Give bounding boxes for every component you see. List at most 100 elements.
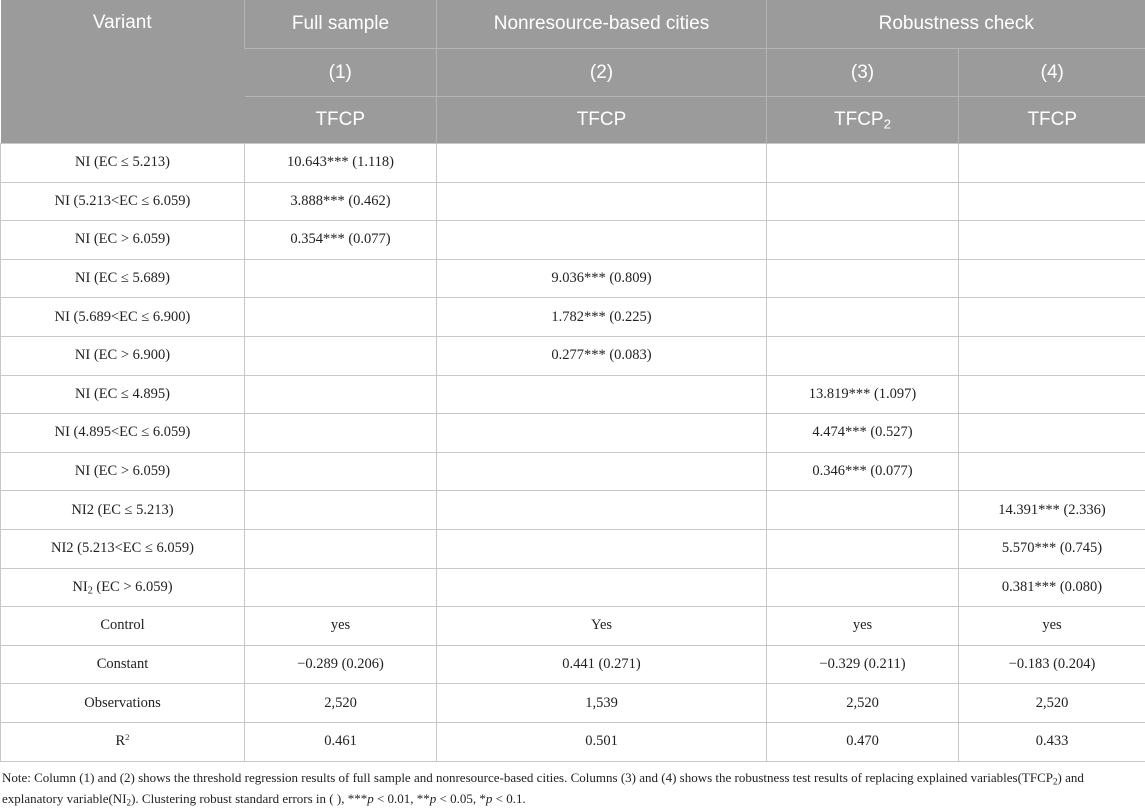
cell: −0.289 (0.206) (245, 645, 437, 684)
cell: 0.277*** (0.083) (437, 336, 767, 375)
table-row: NI2 (EC ≤ 5.213) 14.391*** (2.336) (1, 491, 1145, 530)
cell: 0.381*** (0.080) (959, 568, 1145, 607)
row-label: Observations (1, 684, 245, 723)
table-row: NI (EC > 6.059) 0.346*** (0.077) (1, 452, 1145, 491)
cell: 13.819*** (1.097) (767, 375, 959, 414)
cell (245, 568, 437, 607)
cell: 0.441 (0.271) (437, 645, 767, 684)
cell (959, 375, 1145, 414)
cell (767, 529, 959, 568)
row-label: NI (EC ≤ 5.689) (1, 259, 245, 298)
cell (767, 491, 959, 530)
cell (437, 491, 767, 530)
cell (767, 259, 959, 298)
cell (959, 182, 1145, 221)
cell (437, 144, 767, 183)
dep-var-base: TFCP (834, 109, 884, 130)
row-label: Constant (1, 645, 245, 684)
note-text: < 0.05, * (436, 791, 486, 806)
table-row: Constant −0.289 (0.206) 0.441 (0.271) −0… (1, 645, 1145, 684)
cell: −0.329 (0.211) (767, 645, 959, 684)
header-col-number: (2) (437, 49, 767, 97)
cell (959, 144, 1145, 183)
header-col-number: (1) (245, 49, 437, 97)
cell (437, 529, 767, 568)
cell: 0.461 (245, 722, 437, 761)
table-row: NI (5.689<EC ≤ 6.900) 1.782*** (0.225) (1, 298, 1145, 337)
header-col-number: (3) (767, 49, 959, 97)
cell (245, 259, 437, 298)
table-note: Note: Column (1) and (2) shows the thres… (0, 762, 1145, 809)
cell (437, 414, 767, 453)
cell (437, 568, 767, 607)
row-label: NI (5.689<EC ≤ 6.900) (1, 298, 245, 337)
cell (437, 452, 767, 491)
cell: yes (767, 607, 959, 646)
cell: 1.782*** (0.225) (437, 298, 767, 337)
table-row: NI (EC ≤ 5.213) 10.643*** (1.118) (1, 144, 1145, 183)
row-label: NI (5.213<EC ≤ 6.059) (1, 182, 245, 221)
row-label: R2 (1, 722, 245, 761)
cell: 0.433 (959, 722, 1145, 761)
table-row: Observations 2,520 1,539 2,520 2,520 (1, 684, 1145, 723)
cell (959, 259, 1145, 298)
cell: 10.643*** (1.118) (245, 144, 437, 183)
cell (767, 182, 959, 221)
regression-results-table: Variant Full sample Nonresource-based ci… (0, 0, 1145, 762)
cell (245, 375, 437, 414)
cell: 2,520 (245, 684, 437, 723)
table-row: NI2 (5.213<EC ≤ 6.059) 5.570*** (0.745) (1, 529, 1145, 568)
cell (767, 144, 959, 183)
cell (245, 414, 437, 453)
header-nonresource-cities: Nonresource-based cities (437, 0, 767, 49)
row-label: NI (4.895<EC ≤ 6.059) (1, 414, 245, 453)
cell: 0.470 (767, 722, 959, 761)
cell: 1,539 (437, 684, 767, 723)
cell (245, 452, 437, 491)
cell: 2,520 (959, 684, 1145, 723)
note-text: Note: Column (1) and (2) shows the thres… (2, 770, 1053, 785)
row-label: NI (EC > 6.059) (1, 221, 245, 260)
table-row: NI (EC ≤ 4.895) 13.819*** (1.097) (1, 375, 1145, 414)
row-label: NI2 (5.213<EC ≤ 6.059) (1, 529, 245, 568)
row-label-rest: (EC > 6.059) (93, 579, 173, 595)
cell (437, 221, 767, 260)
cell: 9.036*** (0.809) (437, 259, 767, 298)
cell (767, 221, 959, 260)
cell: 0.346*** (0.077) (767, 452, 959, 491)
table-row: NI (4.895<EC ≤ 6.059) 4.474*** (0.527) (1, 414, 1145, 453)
cell: 5.570*** (0.745) (959, 529, 1145, 568)
table-row: NI (EC > 6.059) 0.354*** (0.077) (1, 221, 1145, 260)
row-label: Control (1, 607, 245, 646)
cell (959, 452, 1145, 491)
header-dep-var: TFCP (959, 97, 1145, 144)
table-row: Control yes Yes yes yes (1, 607, 1145, 646)
header-full-sample: Full sample (245, 0, 437, 49)
row-label: NI2 (EC ≤ 5.213) (1, 491, 245, 530)
cell (959, 221, 1145, 260)
cell: yes (959, 607, 1145, 646)
table-row: NI (5.213<EC ≤ 6.059) 3.888*** (0.462) (1, 182, 1145, 221)
header-col-number: (4) (959, 49, 1145, 97)
row-label-base: NI (72, 579, 87, 595)
note-text: < 0.01, ** (374, 791, 430, 806)
cell (767, 298, 959, 337)
cell (767, 568, 959, 607)
cell: 14.391*** (2.336) (959, 491, 1145, 530)
cell: 0.501 (437, 722, 767, 761)
row-label-superscript: 2 (125, 732, 129, 742)
cell (767, 336, 959, 375)
header-robustness-check: Robustness check (767, 0, 1145, 49)
table-body: NI (EC ≤ 5.213) 10.643*** (1.118) NI (5.… (1, 144, 1145, 762)
note-text: ). Clustering robust standard errors in … (131, 791, 367, 806)
header-dep-var: TFCP (437, 97, 767, 144)
header-row-groups: Variant Full sample Nonresource-based ci… (1, 0, 1145, 49)
cell: 3.888*** (0.462) (245, 182, 437, 221)
row-label: NI (EC > 6.900) (1, 336, 245, 375)
cell (959, 298, 1145, 337)
cell: Yes (437, 607, 767, 646)
cell (245, 491, 437, 530)
cell (245, 298, 437, 337)
table-row: R2 0.461 0.501 0.470 0.433 (1, 722, 1145, 761)
dep-var-subscript: 2 (884, 116, 891, 131)
